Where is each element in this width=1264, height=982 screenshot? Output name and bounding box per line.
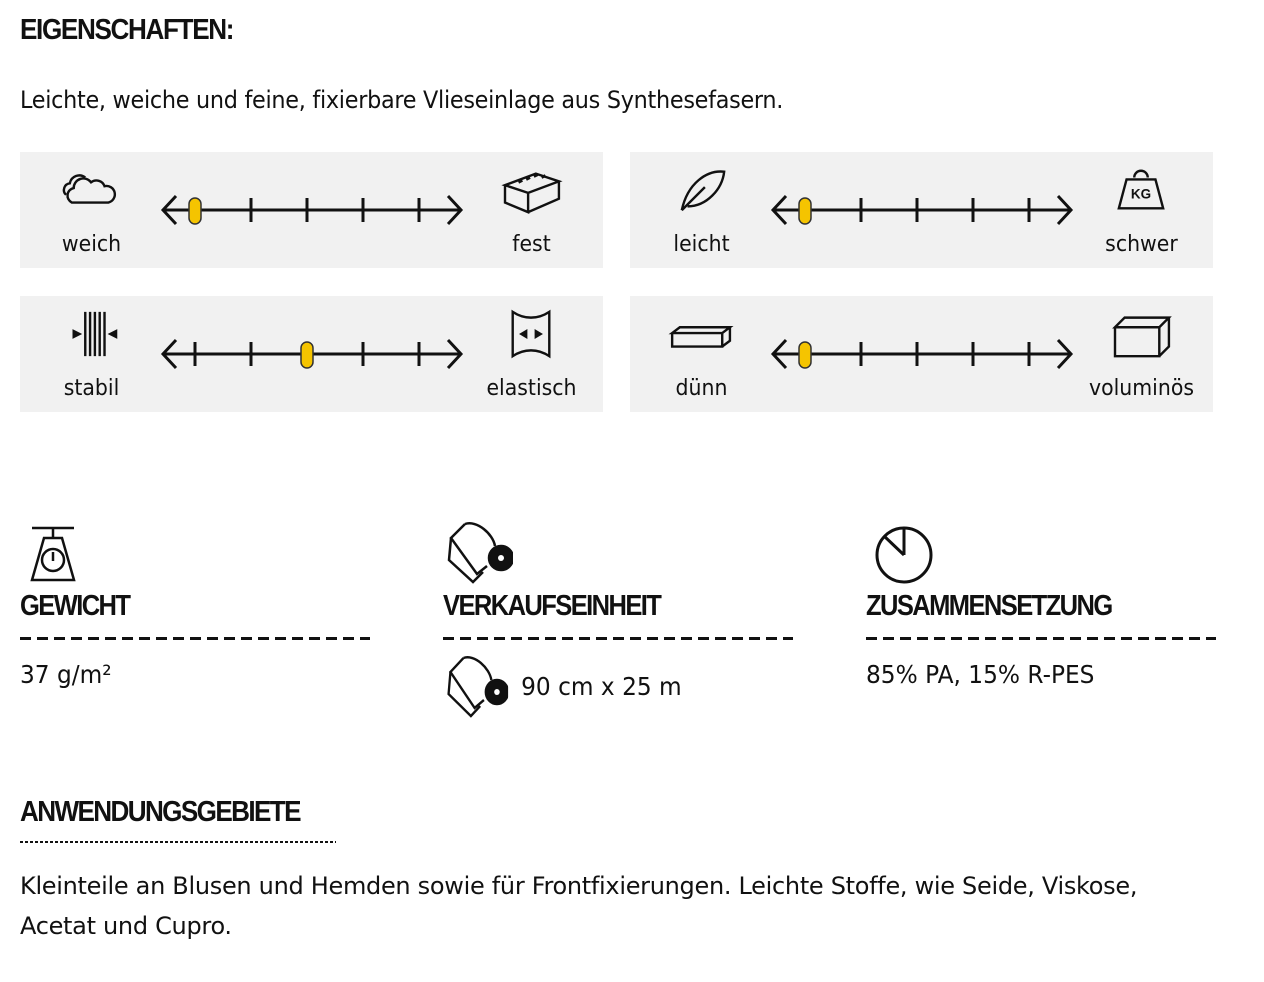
scale-track — [160, 194, 464, 226]
scale-right-label: voluminös — [1088, 376, 1195, 401]
divider — [866, 637, 1216, 640]
brick-icon — [501, 172, 563, 214]
pie-icon — [875, 526, 933, 584]
feature-heading: GEWICHT — [20, 590, 131, 622]
scale-right-label: schwer — [1105, 232, 1178, 257]
feature-value: 90 cm x 25 m — [521, 671, 682, 701]
feature-value: 85% PA, 15% R-PES — [866, 660, 1095, 689]
scale-left-label: stabil — [63, 376, 120, 401]
weight-icon: KG — [1117, 169, 1165, 210]
scale-track — [160, 338, 464, 370]
svg-text:KG: KG — [1131, 187, 1151, 202]
scale-right-label: elastisch — [486, 376, 577, 401]
cloud-icon — [62, 174, 117, 204]
intro-text: Leichte, weiche und feine, fixierbare Vl… — [20, 86, 784, 114]
scale-left-label: weich — [61, 232, 122, 257]
feature-sales-unit: VERKAUFSEINHEIT 90 cm x 25 m — [443, 520, 793, 718]
section-title: EIGENSCHAFTEN: — [20, 14, 234, 46]
property-scale: stabil elastisch — [20, 296, 603, 412]
scale-knob — [188, 197, 202, 225]
scale-track — [770, 194, 1074, 226]
stretch-icon — [511, 309, 551, 359]
scale-right-label: fest — [512, 232, 551, 257]
applications-heading: ANWENDUNGSGEBIETE — [20, 796, 302, 828]
feature-value: 37 g/m² — [20, 660, 112, 689]
divider — [20, 637, 370, 640]
property-scale: dünn voluminös — [630, 296, 1213, 412]
stable-lines-icon — [72, 311, 118, 357]
box-icon — [1112, 316, 1172, 358]
scale-knob — [798, 197, 812, 225]
property-scale: weich fest — [20, 152, 603, 268]
scale-icon — [30, 526, 76, 582]
roll-icon — [447, 522, 513, 584]
feature-heading: ZUSAMMENSETZUNG — [866, 590, 1113, 622]
feature-heading: VERKAUFSEINHEIT — [443, 590, 662, 622]
property-scale: KG leicht schwer — [630, 152, 1213, 268]
thin-block-icon — [668, 326, 734, 348]
feather-icon — [680, 170, 726, 212]
feature-composition: ZUSAMMENSETZUNG 85% PA, 15% R-PES — [866, 520, 1216, 689]
divider — [443, 637, 793, 640]
scale-track — [770, 338, 1074, 370]
scale-knob — [300, 341, 314, 369]
scale-left-label: leicht — [673, 232, 730, 257]
scale-knob — [798, 341, 812, 369]
applications-text: Kleinteile an Blusen und Hemden sowie fü… — [20, 872, 1138, 940]
roll-icon — [447, 656, 509, 718]
feature-weight: GEWICHT 37 g/m² — [20, 520, 370, 689]
divider — [20, 841, 336, 843]
scale-left-label: dünn — [675, 376, 728, 401]
